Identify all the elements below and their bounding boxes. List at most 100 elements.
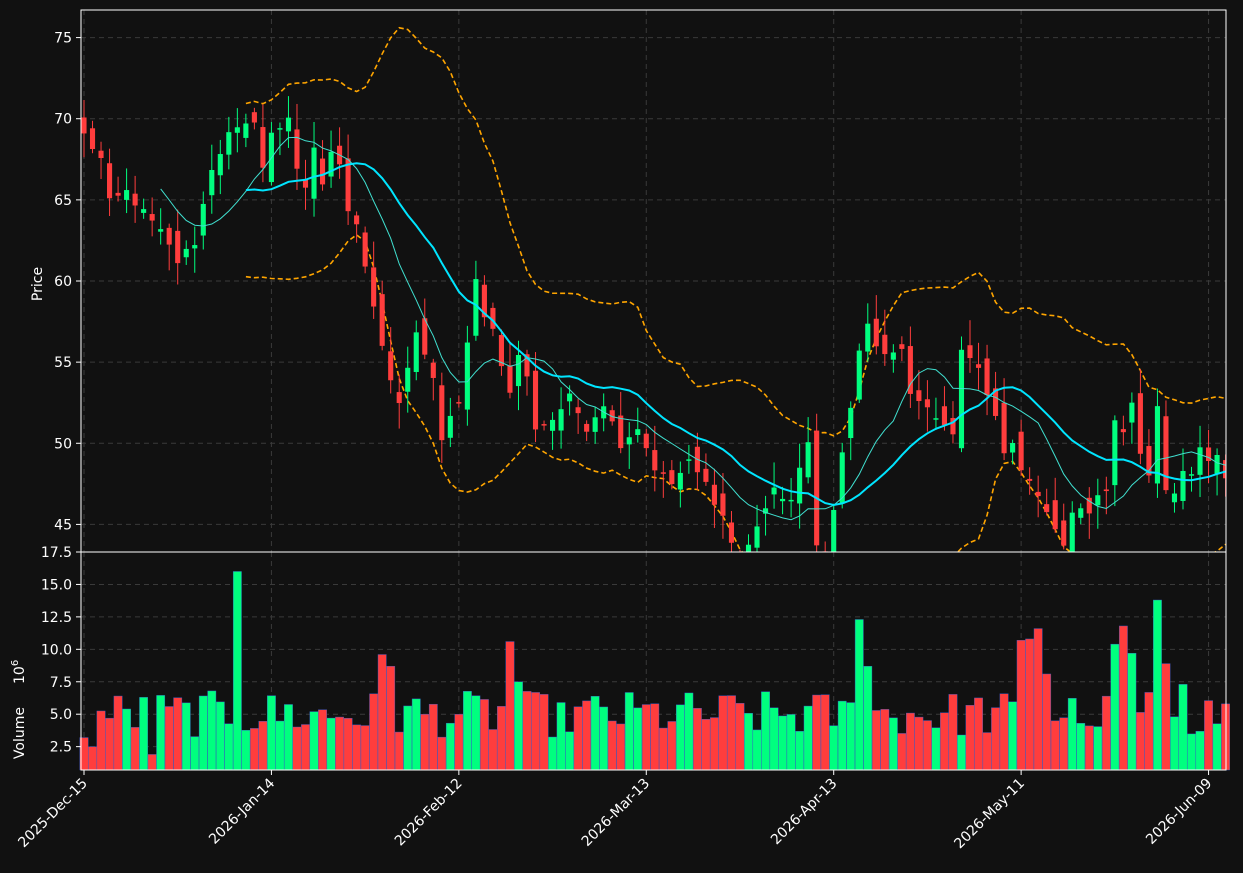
candle-body	[907, 346, 913, 394]
candle-body	[285, 117, 292, 132]
candle-body	[686, 459, 692, 461]
candle-body	[1027, 478, 1033, 481]
candle-body	[294, 129, 300, 169]
volume-bar	[471, 695, 481, 771]
candle-body	[1180, 470, 1186, 501]
volume-bar	[871, 710, 881, 771]
price-tick-label: 65	[54, 193, 72, 209]
candle-body	[490, 307, 496, 329]
volume-bar	[769, 707, 779, 771]
volume-bar	[1076, 723, 1086, 771]
volume-bar	[590, 696, 600, 771]
candle-body	[1095, 495, 1101, 506]
candle-body	[933, 418, 939, 420]
volume-bar	[505, 641, 515, 771]
candle-body	[873, 318, 879, 347]
volume-bar	[1153, 599, 1162, 771]
candle-body	[771, 487, 777, 495]
volume-bar	[888, 717, 898, 771]
volume-bar	[607, 720, 617, 771]
volume-tick-label: 5.0	[50, 707, 72, 723]
candle-body	[311, 147, 317, 199]
candle-body	[567, 393, 573, 402]
volume-bar	[1093, 726, 1103, 771]
candle-body	[354, 215, 360, 225]
volume-panel	[79, 571, 1230, 771]
candle-body	[515, 355, 522, 387]
candle-body	[396, 392, 402, 404]
volume-bar	[156, 695, 166, 771]
volume-bar	[164, 706, 174, 771]
volume-bar	[965, 704, 975, 771]
candle-body	[209, 169, 215, 196]
volume-bar	[1101, 695, 1111, 771]
volume-bar	[795, 731, 804, 771]
candle-body	[703, 468, 709, 482]
volume-bar	[599, 706, 609, 771]
candle-body	[149, 214, 155, 221]
volume-bar	[113, 695, 123, 771]
volume-bar	[940, 712, 949, 771]
volume-bar	[548, 736, 557, 771]
volume-bar	[147, 754, 157, 771]
volume-bar	[386, 665, 396, 771]
volume-bar	[641, 704, 651, 771]
sma-long-line	[245, 162, 1226, 507]
volume-tick-label: 10.0	[41, 642, 72, 658]
candle-body	[984, 358, 990, 396]
volume-bar	[854, 619, 864, 771]
volume-bar	[752, 729, 762, 771]
volume-bar	[991, 707, 1000, 771]
candle-body	[107, 163, 113, 199]
volume-bar	[820, 694, 830, 771]
volume-bar	[445, 722, 455, 771]
candle-body	[430, 362, 436, 378]
candle-body	[584, 423, 590, 432]
candle-body	[1188, 474, 1195, 476]
candle-body	[98, 150, 104, 159]
volume-bar	[497, 706, 506, 771]
volume-bar	[105, 717, 114, 771]
candle-body	[1035, 491, 1041, 497]
volume-bar	[897, 733, 907, 771]
candle-body	[677, 472, 683, 490]
volume-bar	[1161, 663, 1171, 771]
candle-body	[1010, 443, 1016, 453]
volume-bar	[1195, 731, 1205, 771]
candle-body	[328, 151, 334, 177]
volume-tick-label: 15.0	[41, 577, 72, 593]
candle-body	[243, 123, 249, 138]
candle-body	[635, 429, 641, 435]
volume-tick-label: 2.5	[50, 740, 72, 756]
candle-body	[1103, 489, 1109, 492]
volume-bar	[1187, 733, 1196, 771]
candle-body	[1018, 431, 1024, 471]
candle-body	[558, 409, 564, 431]
candle-body	[362, 232, 368, 267]
volume-bar	[1144, 692, 1154, 771]
volume-bar	[377, 654, 387, 771]
volume-panel-frame	[80, 551, 1227, 771]
candle-body	[754, 526, 760, 548]
volume-bar	[684, 692, 694, 771]
candle-body	[780, 498, 786, 502]
candle-body	[277, 128, 283, 130]
candle-body	[481, 284, 487, 318]
candle-body	[805, 442, 811, 478]
candle-body	[975, 364, 982, 368]
candle-body	[890, 352, 896, 360]
candle-body	[762, 508, 769, 514]
candle-body	[626, 437, 632, 445]
volume-bar	[301, 724, 310, 771]
candle-body	[405, 367, 411, 392]
candle-body	[899, 344, 905, 349]
volume-bar	[616, 723, 626, 771]
candle-body	[141, 209, 147, 213]
volume-bar	[1084, 725, 1094, 771]
volume-bar	[514, 681, 523, 771]
candle-body	[1078, 508, 1084, 518]
candle-body	[924, 399, 930, 408]
candle-body	[183, 248, 189, 258]
candle-body	[711, 484, 717, 505]
